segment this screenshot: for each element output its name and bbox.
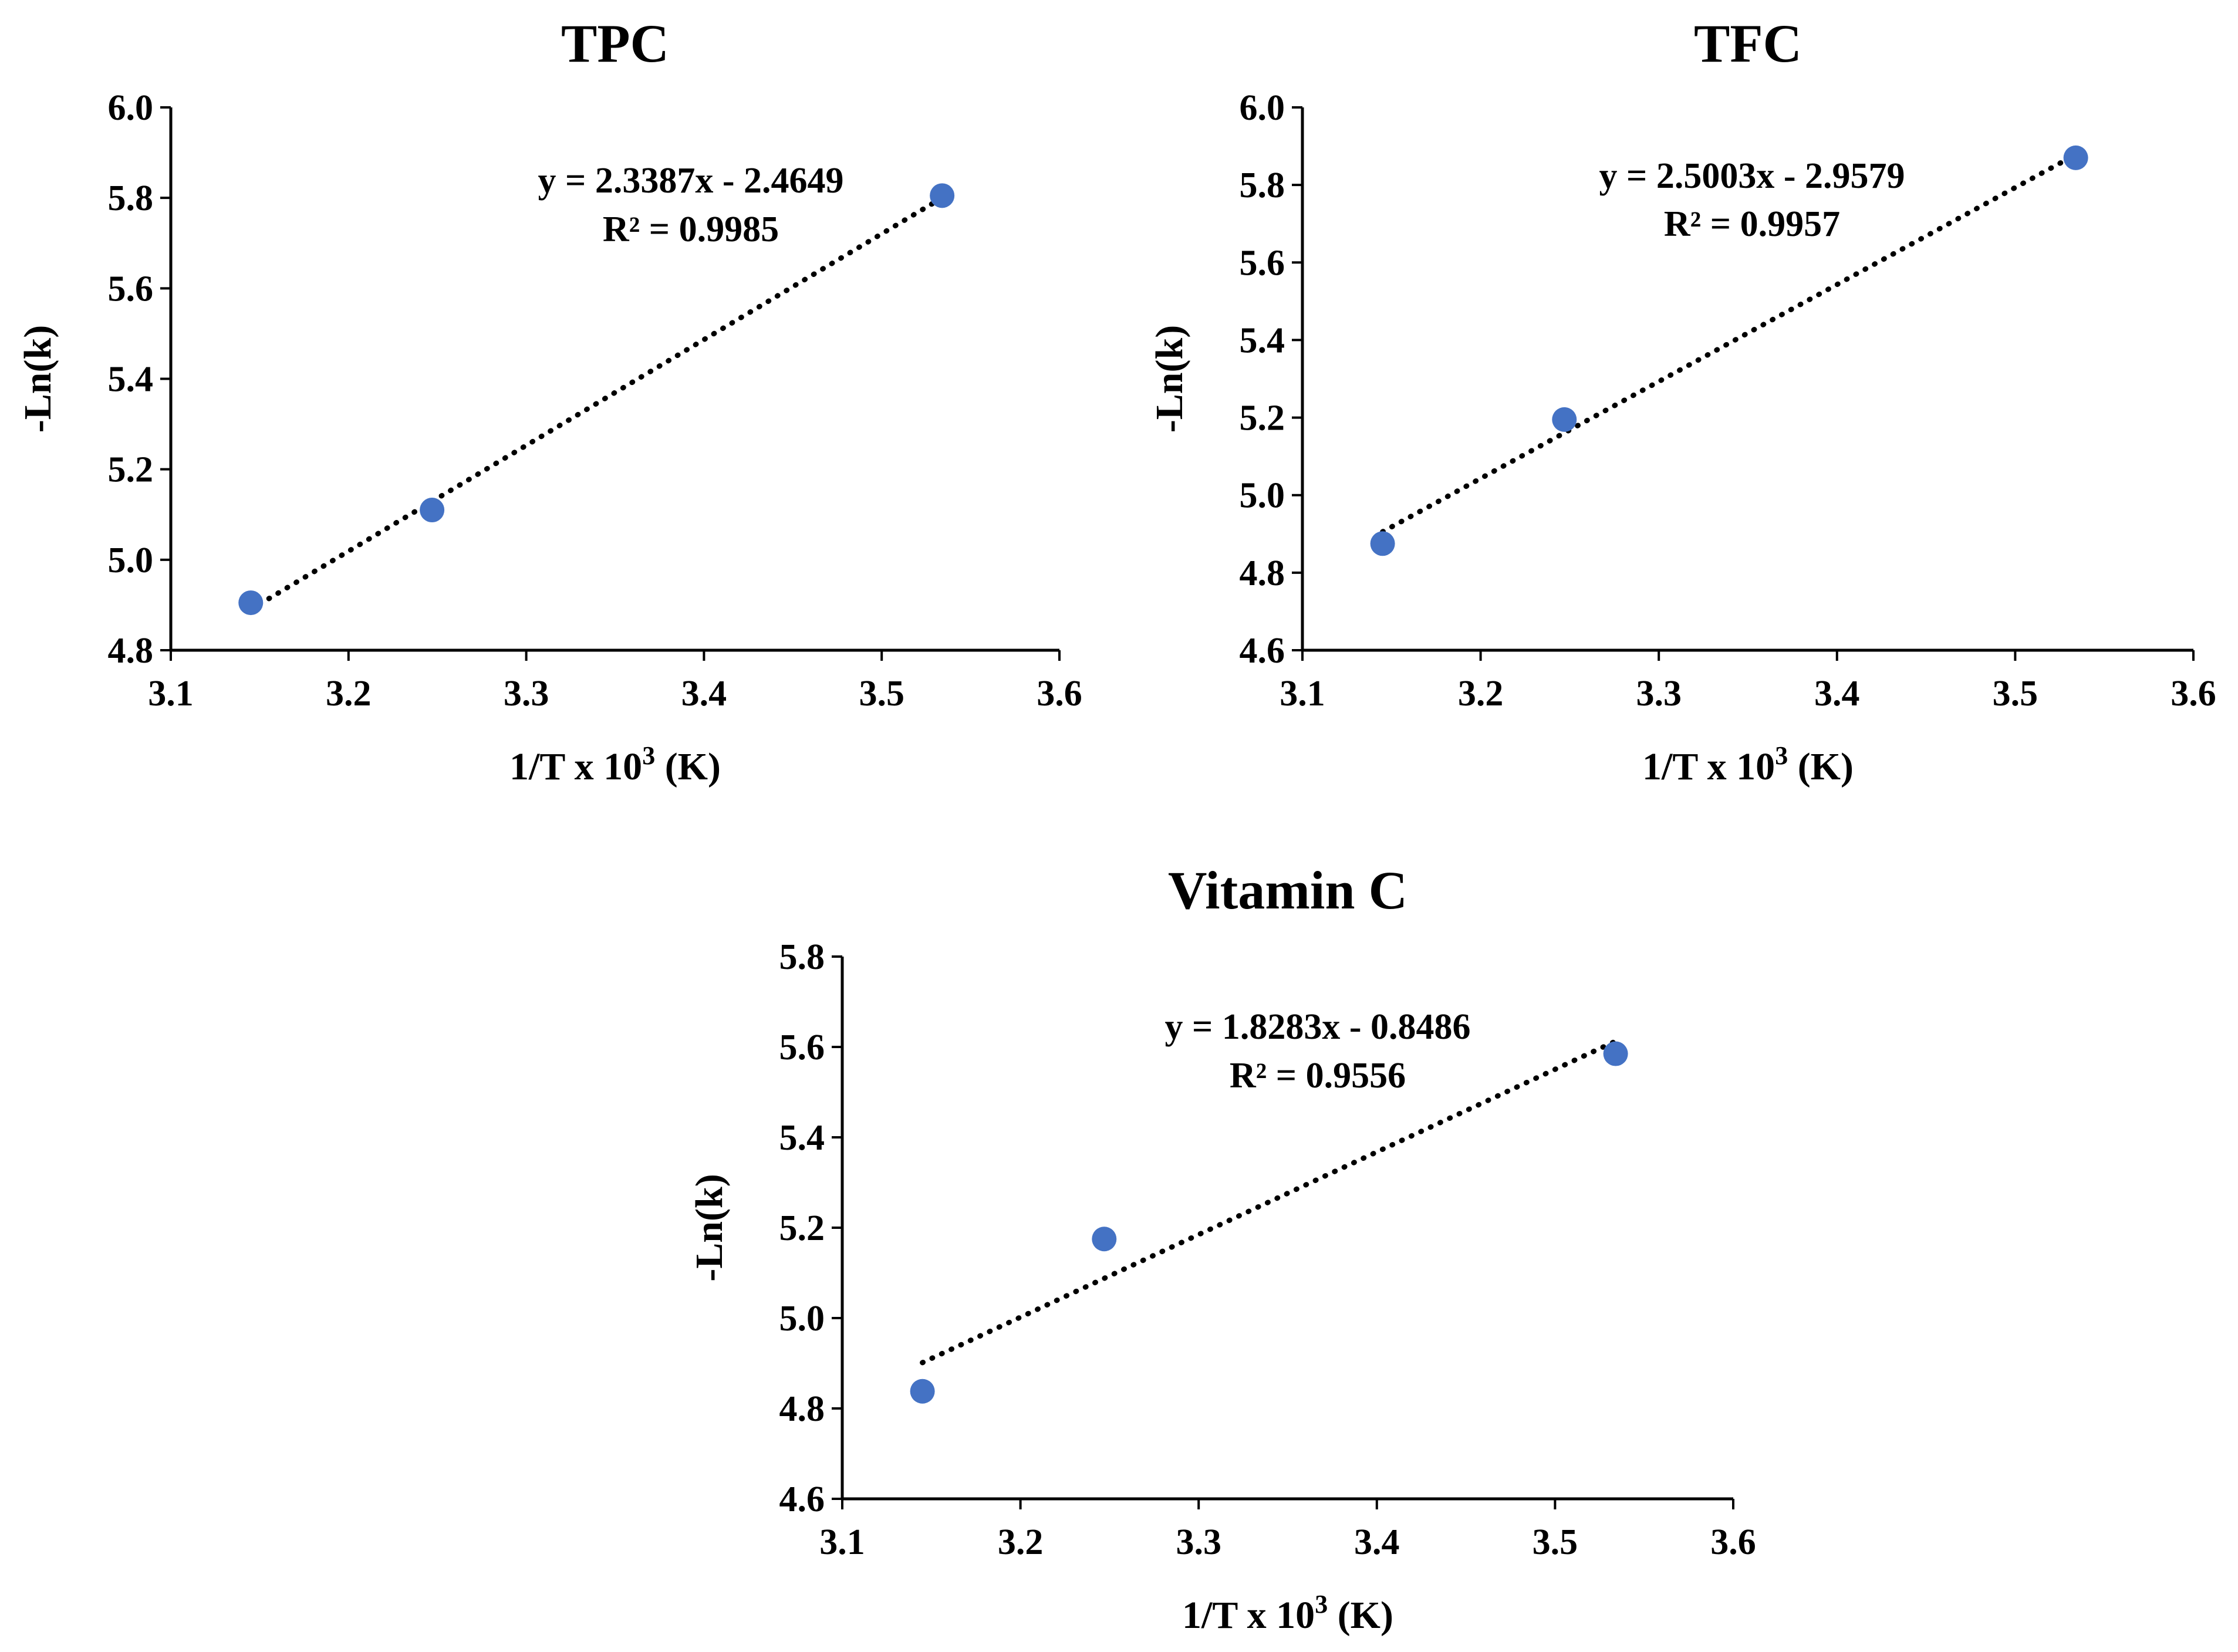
x-tick-label: 3.4 [681, 674, 727, 714]
x-axis-label-main: 1/T x 10 [1182, 1594, 1315, 1637]
data-point [1092, 1227, 1117, 1252]
x-tick-label: 3.1 [819, 1522, 865, 1562]
x-axis-label-superscript: 3 [1315, 1590, 1328, 1619]
data-point [1370, 531, 1395, 556]
y-tick-label: 5.6 [108, 269, 154, 309]
x-axis-label: 1/T x 103 (K) [1182, 1590, 1393, 1637]
y-tick-label: 5.4 [779, 1118, 825, 1158]
y-tick-label: 5.2 [779, 1208, 825, 1248]
x-tick-label: 3.3 [504, 674, 549, 714]
x-tick-label: 3.5 [1532, 1522, 1578, 1562]
y-tick-label: 6.0 [108, 88, 154, 128]
y-tick-label: 5.0 [1240, 476, 1285, 516]
chart-title: TPC [561, 13, 669, 73]
x-tick-label: 3.6 [2171, 674, 2216, 714]
y-tick-label: 5.0 [108, 540, 154, 580]
y-tick-label: 5.8 [108, 178, 154, 218]
r-squared-label: R² = 0.9985 [603, 210, 779, 249]
x-tick-label: 3.5 [1993, 674, 2038, 714]
y-tick-label: 4.6 [779, 1479, 825, 1519]
data-point [420, 498, 445, 523]
r-squared-label: R² = 0.9957 [1664, 204, 1840, 244]
x-tick-label: 3.1 [148, 674, 194, 714]
trendline-equation: y = 2.3387x - 2.4649 [538, 161, 844, 201]
x-tick-label: 3.4 [1354, 1522, 1400, 1562]
chart-tpc: TPC 4.8 5.0 5.2 5.4 5.6 5.8 6.0 3.1 3.2 3.3 3.4 3.5 3… [16, 13, 1082, 788]
y-tick-label: 5.0 [779, 1299, 825, 1339]
chart-title: Vitamin C [1168, 860, 1407, 920]
x-tick-label: 3.2 [998, 1522, 1044, 1562]
chart-tfc: TFC 4.6 4.8 5.0 5.2 5.4 5.6 5.8 6.0 3.1 3.2 3.3 3.4 3… [1148, 13, 2216, 788]
y-axis-label: -Ln(k) [16, 325, 59, 433]
x-tick-label: 3.5 [859, 674, 904, 714]
y-tick-label: 5.2 [108, 450, 154, 490]
y-tick-label: 4.8 [779, 1389, 825, 1429]
y-tick-label: 5.6 [1240, 243, 1285, 283]
trendline-equation: y = 2.5003x - 2.9579 [1599, 156, 1905, 196]
y-tick-label: 5.4 [1240, 320, 1285, 360]
x-axis-label: 1/T x 103 (K) [1642, 741, 1854, 788]
x-axis-label-unit: (K) [1328, 1594, 1393, 1637]
x-tick-label: 3.6 [1037, 674, 1082, 714]
x-axis-label-unit: (K) [1788, 745, 1854, 788]
x-axis-label-superscript: 3 [1775, 741, 1788, 770]
x-tick-label: 3.3 [1176, 1522, 1221, 1562]
x-tick-label: 3.4 [1814, 674, 1860, 714]
trendline [248, 195, 945, 612]
chart-vitc: Vitamin C 4.6 4.8 5.0 5.2 5.4 5.6 5.8 3.1 3.2 3.3 3… [688, 860, 1756, 1637]
trendline-equation: y = 1.8283x - 0.8486 [1165, 1007, 1471, 1047]
x-axis-label-superscript: 3 [642, 741, 655, 770]
x-axis-label-main: 1/T x 10 [1642, 745, 1775, 788]
x-axis-label-unit: (K) [655, 745, 721, 788]
y-tick-label: 6.0 [1240, 88, 1285, 128]
y-tick-label: 5.6 [779, 1028, 825, 1067]
y-tick-label: 5.8 [1240, 165, 1285, 205]
y-axis-label: -Ln(k) [1148, 325, 1191, 433]
y-tick-label: 5.8 [779, 937, 825, 977]
data-point [2063, 145, 2088, 170]
y-tick-label: 4.6 [1240, 631, 1285, 671]
data-point [930, 183, 955, 208]
data-point [238, 590, 264, 616]
data-point [910, 1379, 935, 1404]
y-tick-label: 4.8 [108, 631, 154, 671]
y-axis-label: -Ln(k) [688, 1174, 731, 1281]
y-tick-label: 5.2 [1240, 398, 1285, 438]
x-axis-label: 1/T x 103 (K) [509, 741, 721, 788]
y-tick-label: 5.4 [108, 360, 154, 400]
data-point [1603, 1041, 1628, 1066]
x-tick-label: 3.2 [326, 674, 372, 714]
x-tick-label: 3.3 [1636, 674, 1682, 714]
trendline [920, 1038, 1619, 1366]
r-squared-label: R² = 0.9556 [1230, 1056, 1406, 1096]
x-tick-label: 3.2 [1458, 674, 1504, 714]
x-tick-label: 3.1 [1280, 674, 1325, 714]
x-tick-label: 3.6 [1710, 1522, 1756, 1562]
trendline [1380, 152, 2079, 535]
data-point [1552, 407, 1577, 432]
chart-title: TFC [1694, 13, 1802, 73]
y-tick-label: 4.8 [1240, 553, 1285, 593]
x-axis-label-main: 1/T x 10 [509, 745, 642, 788]
